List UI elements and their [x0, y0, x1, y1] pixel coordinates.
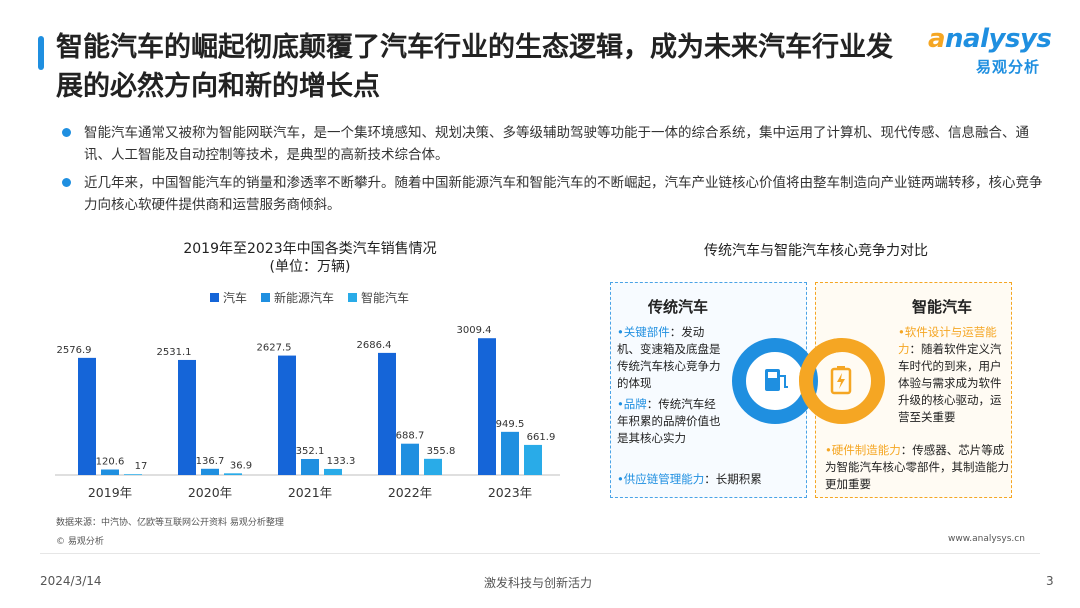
legend-item-smart: 智能汽车 — [348, 289, 409, 306]
chart-legend: 汽车 新能源汽车 智能汽车 — [210, 289, 409, 306]
data-label: 2686.4 — [357, 340, 392, 351]
data-label: 2531.1 — [157, 347, 192, 358]
chart-title: 2019年至2023年中国各类汽车销售情况 (单位：万辆) — [60, 240, 560, 276]
bullet-dot-icon — [62, 178, 71, 187]
title-accent-bar — [38, 36, 44, 70]
smart-car-title: 智能汽车 — [912, 298, 973, 316]
data-label: 36.9 — [230, 460, 252, 471]
chart-subtitle: (单位：万辆) — [269, 259, 351, 275]
bullet-item: 智能汽车通常又被称为智能网联汽车，是一个集环境感知、规划决策、多等级辅助驾驶等功… — [62, 122, 1052, 166]
data-label: 949.5 — [496, 419, 525, 430]
legend-item-car: 汽车 — [210, 289, 247, 306]
data-label: 2627.5 — [257, 343, 292, 354]
footer-slogan: 激发科技与创新活力 — [484, 576, 593, 590]
bar-smart — [424, 458, 442, 475]
logo-chinese: 易观分析 — [976, 58, 1041, 76]
website-url: www.analysys.cn — [948, 534, 1025, 544]
legend-item-nev: 新能源汽车 — [261, 289, 334, 306]
bar-nev — [401, 443, 419, 475]
x-tick-label: 2020年 — [188, 485, 232, 500]
legend-swatch — [348, 293, 358, 302]
copyright: © 易观分析 — [56, 537, 104, 547]
bullet-dot-icon — [62, 128, 71, 137]
bar-nev — [101, 469, 119, 475]
bar-nev — [501, 431, 519, 475]
bar-car — [278, 355, 296, 475]
bar-smart — [124, 474, 142, 475]
legend-swatch — [210, 293, 219, 302]
traditional-point-supply-chain: •供应链管理能力：长期积累 — [617, 472, 762, 486]
chart-source: 数据来源：中汽协、亿欧等互联网公开资料 易观分析整理 — [56, 518, 284, 528]
data-label: 2576.9 — [57, 345, 92, 356]
data-label: 136.7 — [196, 456, 225, 467]
data-label: 133.3 — [327, 456, 356, 467]
comparison-rings — [732, 338, 885, 424]
bar-smart — [224, 473, 242, 475]
data-label: 3009.4 — [457, 325, 492, 336]
traditional-point-key-parts: •关键部件：发动机、变速箱及底盘是传统汽车核心竞争力的体现 — [617, 325, 721, 390]
bar-nev — [201, 468, 219, 475]
bullet-item: 近几年来，中国智能汽车的销量和渗透率不断攀升。随着中国新能源汽车和智能汽车的不断… — [62, 172, 1052, 216]
bar-car — [478, 338, 496, 475]
data-label: 355.8 — [427, 446, 456, 457]
bar-car — [378, 352, 396, 475]
x-tick-label: 2023年 — [488, 485, 532, 500]
bar-car — [78, 357, 96, 475]
analysys-logo: analysys 易观分析 — [928, 24, 1068, 80]
data-label: 661.9 — [527, 432, 556, 443]
comparison-title: 传统汽车与智能汽车核心竞争力对比 — [704, 243, 928, 259]
legend-swatch — [261, 293, 271, 302]
bar-nev — [301, 458, 319, 475]
footer-divider — [40, 553, 1040, 554]
bar-smart — [324, 468, 342, 475]
logo-wordmark: analysys — [928, 24, 1052, 54]
x-tick-label: 2021年 — [288, 485, 332, 500]
data-label: 352.1 — [296, 446, 325, 457]
data-label: 120.6 — [96, 457, 125, 468]
footer-date: 2024/3/14 — [40, 574, 102, 588]
page-title: 智能汽车的崛起彻底颠覆了汽车行业的生态逻辑，成为未来汽车行业发展的必然方向和新的… — [56, 32, 893, 102]
bar-smart — [524, 444, 542, 475]
smart-point-software: •软件设计与运营能力：随着软件定义汽车时代的到来，用户体验与需求成为软件升级的核… — [898, 325, 1002, 424]
bar-car — [178, 359, 196, 475]
sales-bar-chart: 2576.9 120.6 17 2019年 2531.1 136.7 36.9 2020年 26… — [55, 325, 560, 500]
data-label: 688.7 — [396, 431, 425, 442]
page-number: 3 — [1046, 574, 1054, 588]
battery-charge-icon — [830, 366, 852, 395]
traditional-point-brand: •品牌：传统汽车经年积累的品牌价值也是其核心实力 — [617, 397, 721, 445]
intro-bullets: 智能汽车通常又被称为智能网联汽车，是一个集环境感知、规划决策、多等级辅助驾驶等功… — [62, 122, 1052, 222]
data-label: 17 — [135, 461, 148, 472]
orange-ring-overlap — [799, 338, 843, 382]
smart-point-hardware: •硬件制造能力：传感器、芯片等成为智能汽车核心零部件，其制造能力更加重要 — [825, 443, 1009, 491]
smart-car-panel — [815, 282, 1012, 498]
x-tick-label: 2022年 — [388, 485, 432, 500]
traditional-car-title: 传统汽车 — [648, 298, 709, 316]
fuel-pump-icon — [765, 369, 788, 391]
x-tick-label: 2019年 — [88, 485, 132, 500]
